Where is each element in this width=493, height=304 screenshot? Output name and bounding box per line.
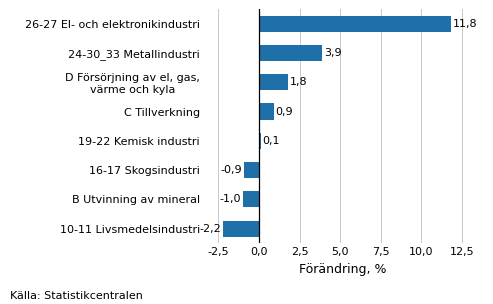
Text: 0,9: 0,9 bbox=[276, 106, 293, 116]
Bar bbox=[259, 74, 288, 90]
Bar bbox=[243, 191, 259, 207]
Text: 1,8: 1,8 bbox=[290, 77, 308, 87]
Text: 11,8: 11,8 bbox=[453, 19, 477, 29]
Bar bbox=[245, 162, 259, 178]
Bar bbox=[223, 220, 259, 237]
X-axis label: Förändring, %: Förändring, % bbox=[299, 263, 387, 276]
Text: -1,0: -1,0 bbox=[219, 194, 241, 204]
Text: Källa: Statistikcentralen: Källa: Statistikcentralen bbox=[10, 291, 143, 301]
Bar bbox=[259, 45, 322, 61]
Text: 0,1: 0,1 bbox=[263, 136, 280, 146]
Text: 3,9: 3,9 bbox=[324, 48, 342, 58]
Bar bbox=[259, 133, 261, 149]
Bar bbox=[259, 103, 274, 119]
Text: -0,9: -0,9 bbox=[221, 165, 243, 175]
Bar bbox=[259, 16, 451, 32]
Text: -2,2: -2,2 bbox=[200, 223, 221, 233]
